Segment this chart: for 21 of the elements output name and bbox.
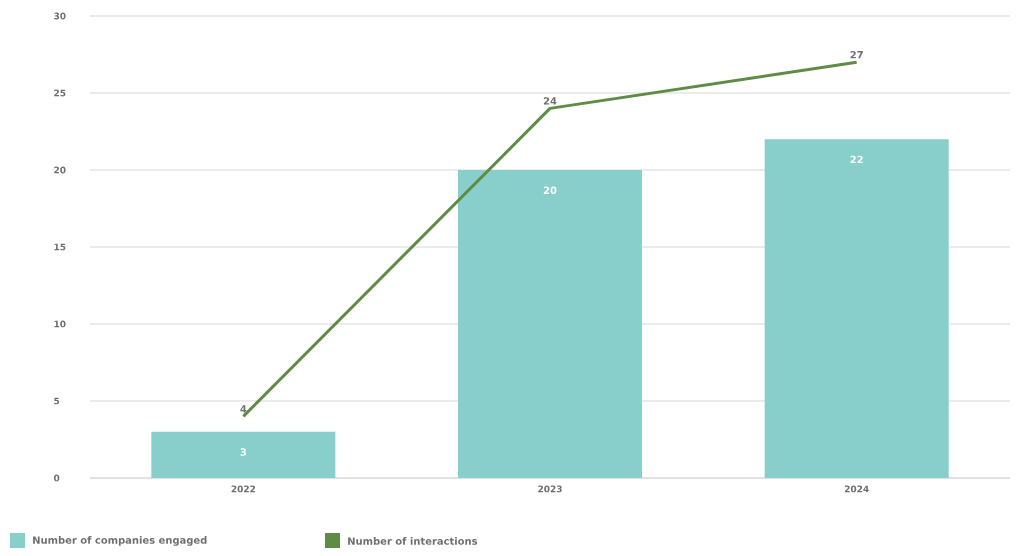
y-tick-label: 0 [53,474,60,482]
bar [764,139,949,478]
y-tick-label: 15 [54,243,66,251]
data-label: 4 [240,405,247,413]
data-label: 24 [543,97,557,105]
x-tick-label: 2022 [231,485,256,493]
bar [458,169,643,478]
data-label: 22 [850,155,863,164]
data-label: 20 [543,186,557,195]
legend-label: Number of companies engaged [33,536,207,546]
bar [151,431,336,478]
y-tick-label: 25 [54,89,66,97]
y-tick-label: 30 [54,12,66,20]
y-tick-label: 5 [54,397,60,405]
data-label: 3 [240,448,247,456]
data-label: 27 [850,50,863,59]
x-tick-label: 2023 [538,485,562,493]
y-tick-label: 20 [54,166,66,174]
x-tick-label: 2024 [844,485,869,493]
legend-label: Number of interactions [348,537,478,545]
y-tick-label: 10 [54,320,66,328]
